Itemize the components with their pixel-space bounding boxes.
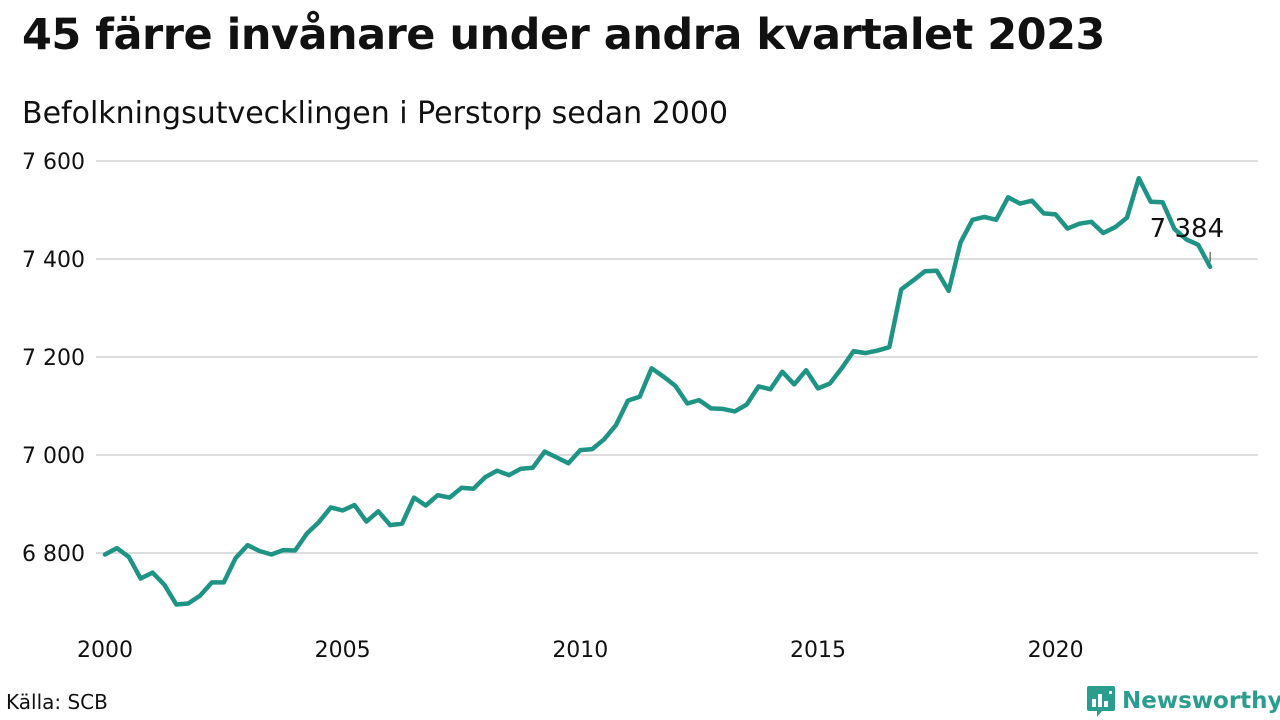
x-tick-label: 2000 bbox=[77, 638, 133, 663]
y-tick-label: 6 800 bbox=[22, 542, 85, 567]
y-tick-label: 7 400 bbox=[22, 248, 85, 273]
x-tick-label: 2010 bbox=[552, 638, 608, 663]
y-axis-ticks: 6 800 7 000 7 200 7 400 7 600 bbox=[22, 150, 85, 567]
source-note: Källa: SCB bbox=[6, 690, 108, 714]
brand-name: Newsworthy bbox=[1122, 688, 1280, 714]
series-layer bbox=[102, 175, 1213, 607]
chart-subtitle: Befolkningsutvecklingen i Perstorp sedan… bbox=[22, 96, 729, 131]
chart-title: 45 färre invånare under andra kvartalet … bbox=[22, 10, 1105, 60]
y-tick-label: 7 200 bbox=[22, 346, 85, 371]
series-line bbox=[102, 175, 1213, 607]
y-tick-label: 7 000 bbox=[22, 444, 85, 469]
x-tick-label: 2015 bbox=[790, 638, 846, 663]
newsworthy-icon bbox=[1087, 686, 1115, 717]
x-tick-label: 2020 bbox=[1028, 638, 1084, 663]
grid-lines bbox=[96, 160, 1258, 554]
annotation-layer: 7 384 bbox=[1150, 214, 1224, 262]
y-tick-label: 7 600 bbox=[22, 150, 85, 175]
last-value-label: 7 384 bbox=[1150, 214, 1224, 244]
brand-logo: Newsworthy bbox=[1086, 682, 1280, 720]
x-tick-label: 2005 bbox=[315, 638, 371, 663]
x-axis-ticks: 2000 2005 2010 2015 2020 bbox=[77, 638, 1084, 663]
